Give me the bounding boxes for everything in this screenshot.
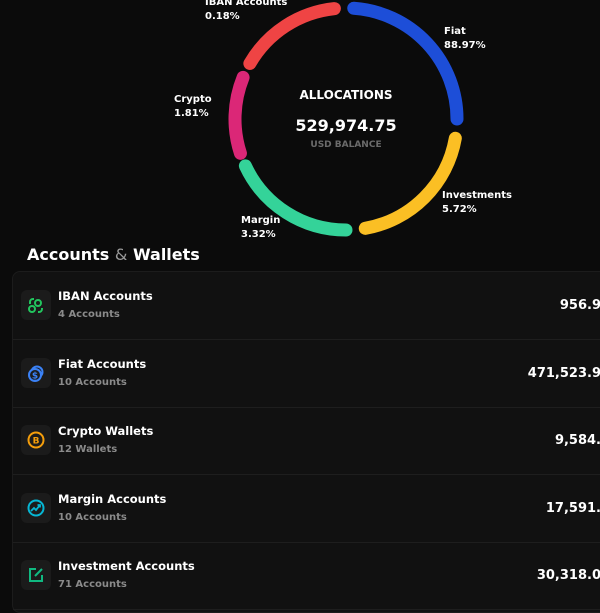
coins-dollar-icon: $ — [28, 365, 44, 382]
account-subtitle: 10 Accounts — [58, 376, 127, 388]
account-subtitle: 12 Wallets — [58, 444, 118, 455]
section-title-amp: & — [114, 245, 128, 264]
section-title-a: Accounts — [27, 245, 110, 264]
account-icon-box — [21, 560, 51, 590]
bitcoin-icon: B — [27, 431, 45, 449]
account-icon-box: $ — [21, 357, 51, 388]
allocations-title: ALLOCATIONS — [299, 88, 393, 102]
account-row[interactable]: Margin Accounts 10 Accounts 17,591. — [13, 475, 600, 543]
account-subtitle: 10 Accounts — [58, 511, 127, 523]
legend-investments: Investments 5.72% — [442, 189, 512, 217]
legend-investments-name: Investments — [442, 190, 512, 201]
account-value: 17,591. — [545, 500, 600, 516]
usd-balance-label: USD BALANCE — [310, 140, 382, 150]
account-row[interactable]: IBAN Accounts 4 Accounts 956.9 — [13, 272, 600, 340]
legend-iban-percent: 0.18% — [205, 11, 240, 22]
iban-icon — [28, 298, 43, 313]
legend-iban: IBAN Accounts 0.18% — [205, 0, 287, 24]
account-title: Margin Accounts — [58, 491, 167, 506]
legend-fiat-name: Fiat — [444, 26, 466, 37]
legend-crypto-percent: 1.81% — [174, 108, 209, 119]
usd-balance-value: 529,974.75 — [295, 116, 397, 135]
legend-crypto: Crypto 1.81% — [174, 93, 212, 121]
donut-segment-investments — [358, 131, 462, 235]
legend-margin-name: Margin — [241, 215, 281, 226]
account-title: Investment Accounts — [58, 559, 195, 573]
account-icon-box — [21, 492, 51, 523]
donut-segment-margin — [238, 159, 353, 237]
donut-segment-iban-accounts — [243, 2, 341, 70]
account-value: 9,584. — [554, 433, 600, 448]
donut-segment-crypto — [228, 70, 250, 160]
account-subtitle: 71 Accounts — [58, 579, 127, 590]
account-value: 30,318.0 — [536, 568, 600, 583]
account-value: 956.9 — [559, 298, 600, 313]
allocations-donut-chart — [228, 1, 464, 237]
section-title-b: Wallets — [132, 245, 200, 264]
account-title: Crypto Wallets — [58, 424, 154, 438]
account-icon-box — [21, 290, 51, 320]
account-row[interactable]: B Crypto Wallets 12 Wallets 9,584. — [13, 407, 600, 475]
legend-fiat-percent: 88.97% — [444, 40, 486, 51]
legend-iban-name: IBAN Accounts — [205, 0, 288, 8]
account-row[interactable]: $ Fiat Accounts 10 Accounts 471,523.9 — [13, 340, 600, 408]
account-subtitle: 4 Accounts — [58, 309, 120, 320]
account-title: IBAN Accounts — [58, 289, 153, 303]
legend-margin: Margin 3.32% — [241, 214, 280, 242]
account-icon-box: B — [21, 425, 51, 455]
legend-investments-percent: 5.72% — [442, 204, 477, 215]
accounts-list: IBAN Accounts 4 Accounts 956.9 $ Fiat Acc… — [12, 271, 600, 613]
donut-segment-fiat — [347, 1, 464, 126]
svg-text:B: B — [33, 437, 40, 447]
legend-fiat: Fiat 88.97% — [444, 25, 486, 53]
trend-up-icon — [27, 499, 45, 516]
edit-square-icon — [29, 568, 43, 582]
legend-crypto-name: Crypto — [174, 94, 212, 105]
account-value: 471,523.9 — [527, 365, 600, 381]
section-title: Accounts & Wallets — [27, 245, 200, 264]
account-title: Fiat Accounts — [58, 356, 147, 371]
legend-margin-percent: 3.32% — [241, 229, 276, 240]
svg-text:$: $ — [32, 371, 38, 381]
